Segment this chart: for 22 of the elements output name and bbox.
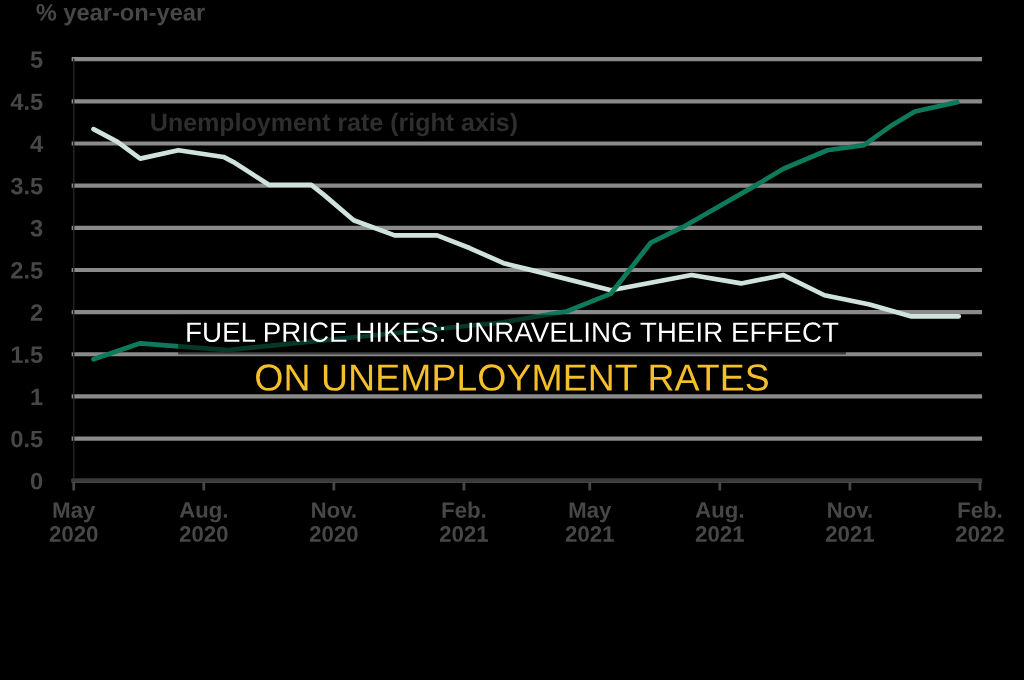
y-tick-label: 1 bbox=[31, 388, 43, 405]
x-tick-label: May 2020 bbox=[49, 502, 98, 542]
y-tick-label: 0.5 bbox=[11, 430, 43, 448]
y-tick-label: 3.5 bbox=[10, 177, 43, 195]
text: FUEL PRICE HIKES: UNRAVELING THEIR EFFECT ON UNEMPLOYMENT RATES bbox=[187, 322, 839, 391]
line-series bbox=[91, 99, 960, 362]
x-tick-label: Nov. 2021 bbox=[825, 502, 874, 542]
x-tick-label: Aug. 2021 bbox=[695, 502, 744, 542]
x-tick-label: May 2021 bbox=[565, 502, 614, 542]
y-tick-label: 2 bbox=[30, 304, 43, 321]
x-tick-label: Aug. 2020 bbox=[179, 502, 228, 542]
y-tick-label: 4 bbox=[30, 135, 44, 153]
y-axis-title: % year-on-year bbox=[36, 4, 205, 26]
y-tick-label: 1.5 bbox=[11, 346, 43, 364]
x-tick-label: Feb. 2021 bbox=[439, 501, 489, 542]
x-tick-label: Feb. 2022 bbox=[956, 501, 1004, 542]
y-tick-label: 4.5 bbox=[10, 93, 43, 111]
y-tick-label: 5 bbox=[30, 51, 43, 68]
x-tick-label: Nov. 2020 bbox=[309, 502, 358, 542]
y-tick-label: 2.5 bbox=[11, 262, 43, 279]
y-tick-label: 0 bbox=[30, 472, 43, 490]
y-tick-label: 3 bbox=[30, 219, 43, 237]
